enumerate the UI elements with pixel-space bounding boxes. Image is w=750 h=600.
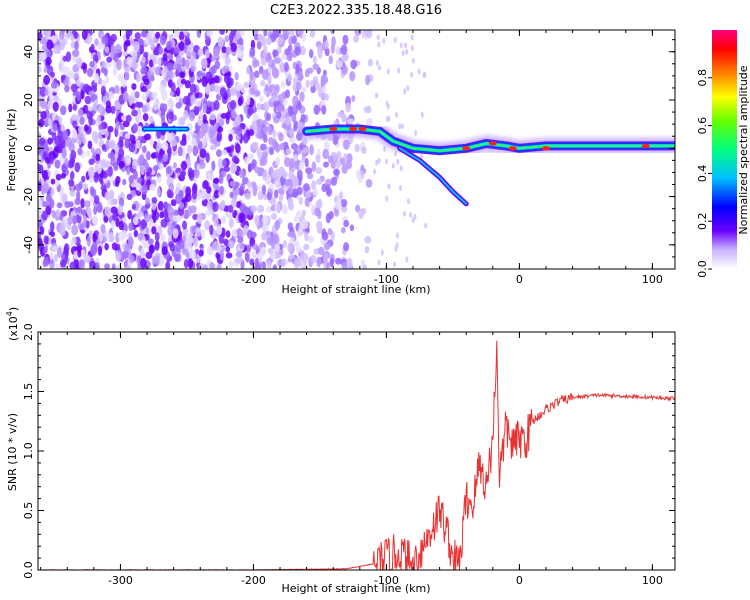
snr-background (38, 332, 675, 570)
snr-multiplier-close: ) (7, 307, 20, 311)
colorbar-tick-label: 0.4 (696, 165, 709, 183)
y-tick-label: 0.5 (22, 502, 35, 520)
snr-y-multiplier: (x104) (5, 307, 20, 341)
x-tick-label: 100 (642, 273, 663, 286)
colorbar-tick-label: 0.8 (696, 69, 709, 87)
y-tick-label: -20 (22, 188, 35, 206)
figure-title: C2E3.2022.335.18.48.G16 (270, 3, 442, 18)
spectrogram-image (38, 30, 675, 269)
spectrogram-y-label: Frequency (Hz) (5, 109, 18, 192)
colorbar-tick-label: 0.6 (696, 117, 709, 135)
y-tick-label: 2.0 (22, 323, 35, 341)
colorbar-label: Normalized spectral amplitude (737, 65, 750, 234)
spectrogram-panel: -300 -200 -100 0 100 40 20 0 -20 -40 Height of s… (5, 29, 676, 296)
snr-panel: -300 -200 -100 0 100 0.0 0.5 1.0 1.5 2.0 Height … (5, 307, 676, 595)
snr-y-label: SNR (10 * v/v) (6, 413, 19, 491)
y-tick-label: 1.5 (22, 383, 35, 401)
spectrogram-y-ticks: 40 20 0 -20 -40 (22, 39, 675, 270)
spectrogram-ridge (141, 121, 675, 207)
colorbar: 0.0 0.2 0.4 0.6 0.8 Normalized spectral ampl… (696, 30, 750, 278)
x-tick-label: -200 (241, 273, 266, 286)
snr-x-ticks: -300 -200 -100 0 100 (40, 332, 663, 587)
spectrogram-x-ticks: -300 -200 -100 0 100 (40, 30, 663, 286)
spectrogram-frame (37, 29, 676, 270)
y-tick-label: 20 (22, 93, 35, 107)
colorbar-gradient (712, 30, 737, 269)
spectrogram-x-label: Height of straight line (km) (281, 283, 430, 296)
snr-x-label: Height of straight line (km) (281, 582, 430, 595)
x-tick-label: -300 (108, 574, 133, 587)
y-tick-label: -40 (22, 236, 35, 254)
y-tick-label: 40 (22, 45, 35, 59)
x-tick-label: 0 (516, 574, 523, 587)
colorbar-ticks: 0.0 0.2 0.4 0.6 0.8 (696, 69, 712, 278)
x-tick-label: -100 (374, 574, 399, 587)
x-tick-label: 0 (516, 273, 523, 286)
y-tick-label: 1.0 (22, 442, 35, 460)
snr-y-ticks: 0.0 0.5 1.0 1.5 2.0 (22, 323, 675, 579)
snr-multiplier-exp: 4 (5, 311, 14, 316)
x-tick-label: -200 (241, 574, 266, 587)
snr-multiplier-base: (x10 (7, 316, 20, 341)
x-tick-label: 100 (642, 574, 663, 587)
y-tick-label: 0 (22, 145, 35, 152)
svg-text:(x104): (x104) (5, 307, 20, 341)
colorbar-tick-label: 0.0 (696, 260, 709, 278)
x-tick-label: -300 (108, 273, 133, 286)
y-tick-label: 0.0 (22, 561, 35, 579)
x-tick-label: -100 (374, 273, 399, 286)
colorbar-tick-label: 0.2 (696, 212, 709, 230)
